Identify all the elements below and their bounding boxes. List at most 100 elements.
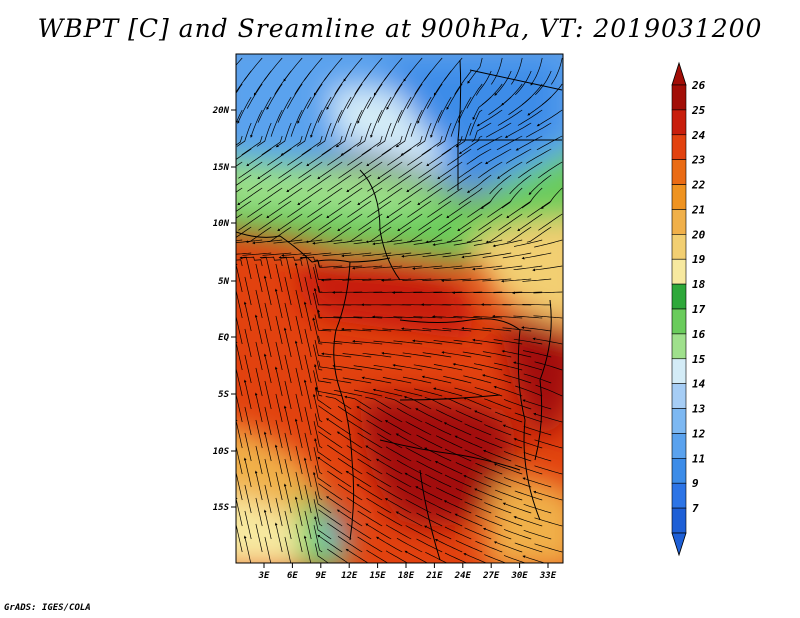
streamline — [344, 395, 372, 410]
streamline — [236, 187, 243, 193]
streamline — [295, 367, 303, 397]
streamline — [277, 213, 303, 232]
streamline — [508, 96, 532, 115]
streamline — [238, 213, 263, 231]
streamline — [338, 161, 363, 179]
streamline — [342, 353, 372, 358]
streamline — [404, 472, 432, 488]
streamline — [332, 291, 363, 294]
streamline — [346, 174, 372, 193]
streamline — [372, 388, 403, 397]
streamline — [321, 278, 352, 282]
streamline — [264, 458, 272, 488]
streamline — [503, 451, 532, 462]
streamline — [523, 451, 552, 462]
streamline — [266, 200, 292, 219]
streamline — [447, 174, 472, 192]
streamline — [284, 276, 292, 306]
streamline — [513, 516, 543, 527]
streamline — [275, 419, 283, 449]
streamline — [387, 148, 412, 166]
streamline — [242, 252, 272, 256]
streamline — [314, 465, 332, 488]
streamline — [377, 433, 403, 449]
streamline — [341, 327, 372, 332]
streamline — [346, 83, 363, 109]
streamline — [377, 485, 403, 501]
streamline — [286, 226, 312, 243]
streamline — [482, 327, 512, 332]
streamline — [528, 174, 552, 196]
streamline — [332, 364, 363, 371]
streamline — [352, 339, 383, 345]
streamline — [406, 83, 423, 109]
streamline — [238, 161, 263, 179]
streamline — [321, 135, 343, 156]
streamline — [372, 315, 403, 319]
streamline — [266, 83, 283, 110]
lon-tick-label: 24E — [454, 571, 472, 581]
streamline — [337, 484, 363, 501]
streamline — [491, 57, 503, 85]
streamline — [366, 148, 392, 167]
longitude-axis: 3E 6E 9E 12E 15E 18E 21E 24E 27E 30E 33E — [258, 563, 557, 581]
streamline — [392, 291, 423, 294]
streamline — [286, 174, 312, 193]
streamline — [353, 389, 383, 397]
streamline — [526, 226, 552, 243]
streamline — [453, 265, 483, 270]
streamline — [284, 432, 292, 462]
wbpt-color-field — [236, 54, 563, 563]
streamline — [394, 388, 423, 397]
streamline — [464, 449, 492, 462]
streamline — [444, 397, 472, 410]
streamline — [313, 292, 323, 319]
colorbar-label: 24 — [691, 129, 706, 142]
streamline — [337, 536, 363, 553]
streamline — [314, 263, 332, 280]
colorbar-segment — [671, 358, 687, 384]
streamline — [398, 187, 423, 205]
streamline — [353, 239, 383, 245]
streamline — [274, 522, 283, 553]
streamline — [303, 379, 312, 410]
colorbar-label: 9 — [692, 477, 699, 490]
streamline — [521, 187, 543, 209]
streamline — [472, 96, 492, 121]
streamline — [502, 304, 532, 306]
streamline — [342, 377, 372, 384]
streamline — [345, 470, 372, 488]
colorbar-label: 13 — [692, 403, 706, 416]
streamline — [494, 411, 523, 423]
streamline — [304, 432, 312, 462]
streamline — [494, 437, 523, 449]
streamline — [322, 252, 352, 257]
streamline — [474, 363, 503, 371]
streamline — [493, 463, 523, 475]
streamline — [236, 252, 252, 255]
streamline — [522, 555, 546, 563]
streamline — [318, 187, 343, 205]
lon-tick-label: 27E — [482, 571, 500, 581]
colorbar-segment — [671, 134, 687, 160]
streamline — [262, 252, 292, 256]
streamline — [498, 213, 523, 231]
streamline — [357, 96, 372, 124]
streamline — [237, 187, 263, 206]
streamline — [236, 259, 243, 267]
streamline — [318, 360, 343, 371]
streamline — [444, 474, 472, 488]
streamline — [402, 376, 432, 384]
streamline — [381, 351, 412, 358]
streamline — [515, 70, 532, 96]
streamline — [318, 261, 343, 268]
streamline — [290, 109, 303, 137]
streamlines — [236, 57, 563, 563]
streamline — [425, 473, 452, 488]
streamline — [362, 352, 392, 358]
streamline — [473, 291, 503, 294]
streamline — [314, 363, 332, 384]
streamline — [301, 135, 323, 156]
streamline — [236, 83, 243, 94]
streamline — [314, 387, 332, 410]
